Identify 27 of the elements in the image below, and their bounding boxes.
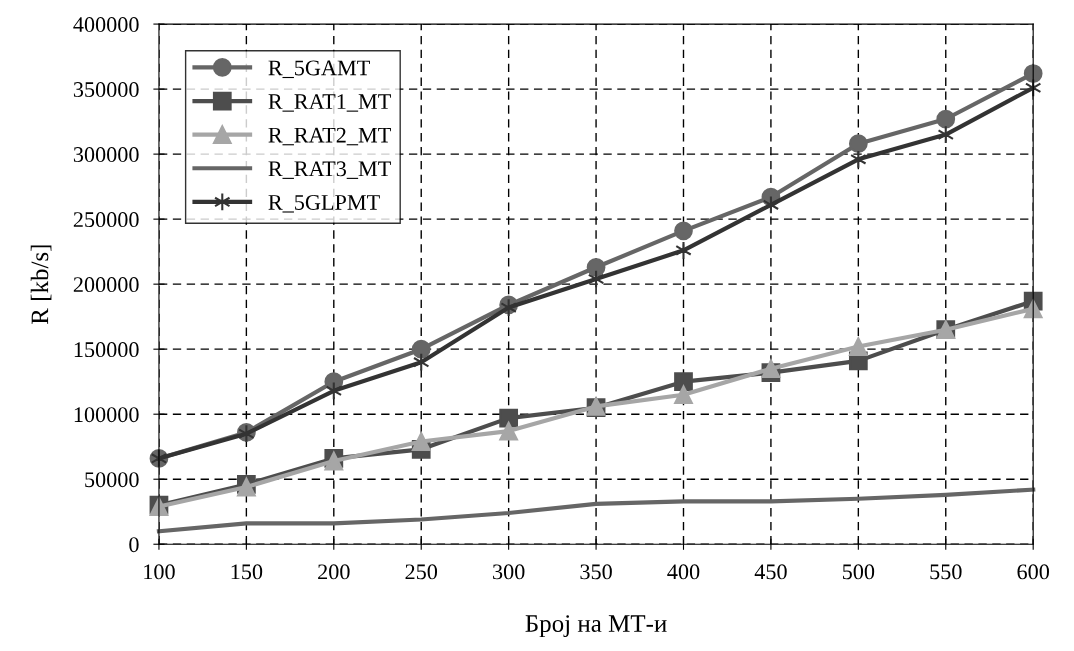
legend-label: R_RAT1_MT xyxy=(268,94,391,112)
x-tick-label: 550 xyxy=(930,564,962,580)
x-tick-label: 100 xyxy=(144,564,175,580)
y-tick-label: 200000 xyxy=(73,277,139,293)
legend-label: R_5GLPMT xyxy=(268,194,380,213)
x-tick-label: 250 xyxy=(405,564,438,580)
y-tick-label: 100000 xyxy=(74,407,139,423)
x-tick-label: 300 xyxy=(493,564,525,580)
x-tick-label: 600 xyxy=(1017,564,1050,580)
y-axis-title: R [kb/s] xyxy=(30,245,52,325)
x-tick-label: 150 xyxy=(231,564,263,580)
x-tick-label: 450 xyxy=(754,564,787,580)
y-tick-label: 400000 xyxy=(73,17,139,33)
y-tick-label: 250000 xyxy=(73,212,139,228)
y-tick-label: 300000 xyxy=(73,147,139,163)
legend-label: R_RAT2_MT xyxy=(268,127,391,146)
x-axis-title: Број на МТ-и xyxy=(525,615,667,638)
y-tick-label: 0 xyxy=(129,537,139,553)
y-tick-label: 50000 xyxy=(85,472,139,488)
legend-label: R_5GAMT xyxy=(268,60,370,79)
x-tick-label: 350 xyxy=(580,564,612,580)
y-tick-label: 350000 xyxy=(73,82,139,98)
legend-label: R_RAT3_MT xyxy=(268,161,391,179)
y-tick-label: 150000 xyxy=(74,342,139,358)
x-tick-label: 400 xyxy=(667,564,700,580)
x-tick-label: 200 xyxy=(318,564,350,580)
x-tick-label: 500 xyxy=(842,564,875,580)
